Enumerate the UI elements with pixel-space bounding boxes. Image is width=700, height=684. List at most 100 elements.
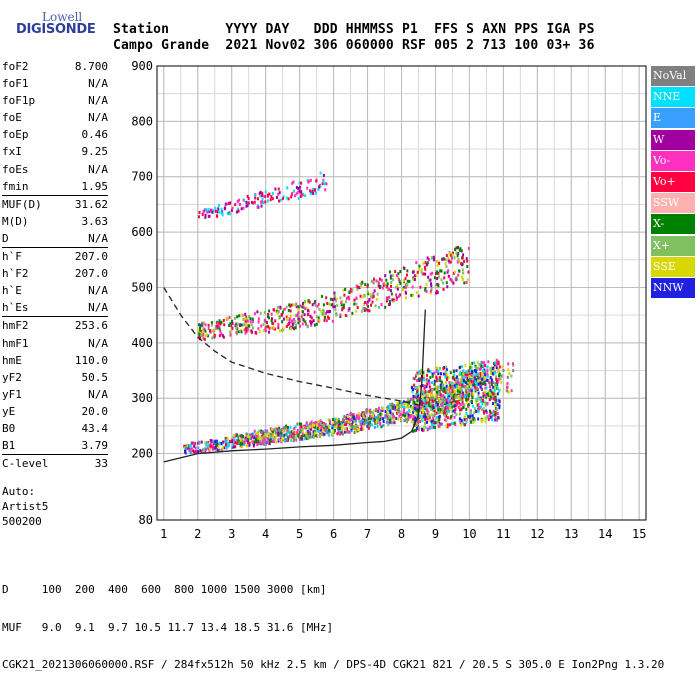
data-point xyxy=(213,334,216,338)
data-point xyxy=(445,419,448,423)
data-point xyxy=(473,385,476,389)
data-point xyxy=(471,396,474,400)
data-point xyxy=(457,252,460,256)
data-point xyxy=(446,270,449,274)
data-point xyxy=(462,421,465,425)
legend-item: X+ xyxy=(651,235,695,256)
data-point xyxy=(274,427,277,431)
data-point xyxy=(249,320,252,324)
data-point xyxy=(258,442,261,446)
data-point xyxy=(231,319,234,323)
param-row: h`Es N/A xyxy=(2,299,108,316)
data-point xyxy=(282,435,285,439)
data-point xyxy=(397,407,400,411)
data-point xyxy=(339,315,342,319)
data-point xyxy=(378,406,381,410)
data-point xyxy=(408,408,411,412)
data-point xyxy=(480,366,483,370)
data-point xyxy=(409,413,412,417)
data-point xyxy=(299,190,302,194)
data-point xyxy=(235,330,238,334)
data-point xyxy=(268,327,271,331)
data-point xyxy=(490,383,493,387)
data-point xyxy=(351,420,354,424)
data-point xyxy=(380,425,383,429)
data-point xyxy=(457,246,460,250)
data-point xyxy=(416,394,419,398)
data-point xyxy=(444,370,447,374)
data-point xyxy=(440,380,443,384)
data-point xyxy=(248,435,251,439)
data-point xyxy=(268,192,271,196)
data-point xyxy=(313,188,316,192)
data-point xyxy=(448,407,451,411)
data-point xyxy=(413,409,416,413)
data-point xyxy=(270,438,273,442)
data-point xyxy=(425,282,428,286)
data-point xyxy=(344,287,347,291)
data-point xyxy=(418,426,421,430)
data-point xyxy=(325,431,328,435)
data-point xyxy=(281,197,284,201)
data-point xyxy=(458,412,461,416)
data-point xyxy=(475,409,478,413)
data-point xyxy=(444,406,447,410)
param-name: foF2 xyxy=(2,60,29,73)
data-point xyxy=(447,269,450,273)
data-point xyxy=(480,418,483,422)
data-point xyxy=(484,401,487,405)
data-point xyxy=(322,424,325,428)
data-point xyxy=(447,256,450,260)
data-point xyxy=(466,384,469,388)
data-point xyxy=(461,396,464,400)
data-point xyxy=(338,422,341,426)
data-point xyxy=(461,263,464,267)
data-point xyxy=(207,214,210,218)
data-point xyxy=(329,309,332,313)
data-point xyxy=(443,271,446,275)
data-point xyxy=(429,404,432,408)
data-point xyxy=(361,411,364,415)
data-point xyxy=(466,376,469,380)
data-point xyxy=(482,393,485,397)
data-point xyxy=(437,378,440,382)
data-point xyxy=(204,329,207,333)
data-point xyxy=(216,214,219,218)
param-value: 3.79 xyxy=(81,439,109,453)
data-point xyxy=(481,408,484,412)
data-point xyxy=(454,277,457,281)
data-point xyxy=(456,378,459,382)
data-point xyxy=(348,307,351,311)
data-point xyxy=(387,422,390,426)
data-point xyxy=(434,393,437,397)
data-point xyxy=(268,309,271,313)
data-point xyxy=(491,414,494,418)
data-point xyxy=(233,317,236,321)
data-point xyxy=(431,393,434,397)
data-point xyxy=(221,334,224,338)
auto-line: Auto: xyxy=(2,485,36,498)
data-point xyxy=(465,370,468,374)
data-point xyxy=(286,428,289,432)
data-point xyxy=(487,394,490,398)
data-point xyxy=(273,428,276,432)
data-point xyxy=(314,425,317,429)
data-point xyxy=(421,390,424,394)
data-point xyxy=(423,399,426,403)
data-point xyxy=(470,409,473,413)
data-point xyxy=(380,278,383,282)
data-point xyxy=(366,290,369,294)
data-point xyxy=(327,310,330,314)
data-point xyxy=(216,322,219,326)
data-point xyxy=(355,416,358,420)
data-point xyxy=(372,280,375,284)
data-point xyxy=(258,435,261,439)
data-point xyxy=(437,369,440,373)
data-point xyxy=(331,298,334,302)
data-point xyxy=(290,430,293,434)
data-point xyxy=(277,187,280,191)
param-separator xyxy=(2,454,108,456)
data-point xyxy=(232,442,235,446)
param-name: h`Es xyxy=(2,301,29,315)
data-point xyxy=(445,401,448,405)
